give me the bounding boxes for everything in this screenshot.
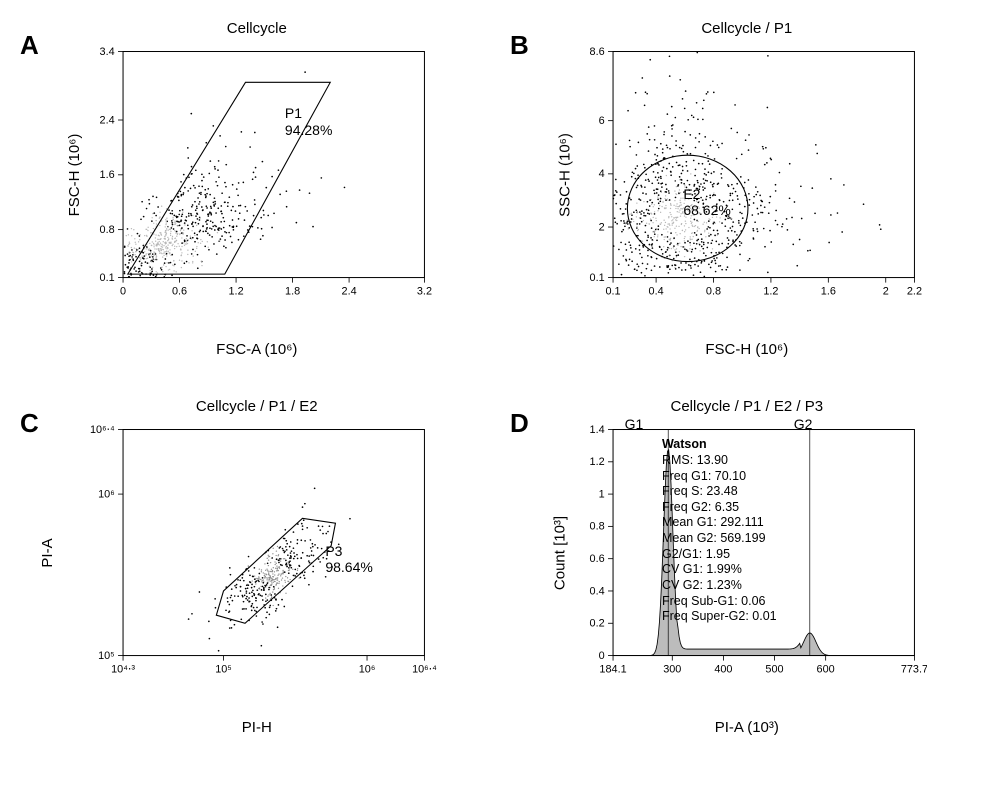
svg-text:8.6: 8.6	[589, 46, 604, 58]
plot-box-d: 184.1 300 400 500 600 773.7 0 0.2 0.4 0.6 0.8 1 1.2 1…	[566, 417, 928, 689]
gate-label-p1: P194.28%	[285, 105, 332, 137]
svg-text:1.4: 1.4	[589, 424, 604, 436]
svg-text:1.8: 1.8	[285, 285, 300, 297]
svg-text:0.2: 0.2	[589, 618, 604, 630]
ylabel-b: SSC-H (10⁶)	[556, 133, 573, 217]
figure-grid: A Cellcycle 0 0.6 1.2 1.8 2.4 3.2 0.1 0.8 1.6 2.4…	[20, 20, 980, 736]
svg-text:1.2: 1.2	[228, 285, 243, 297]
plot-title-b: Cellcycle / P1	[701, 20, 792, 37]
svg-text:10⁶⋅⁴: 10⁶⋅⁴	[90, 424, 115, 436]
gate-label-p3: P398.64%	[325, 543, 372, 575]
panel-letter-d: D	[510, 408, 529, 439]
svg-text:3.2: 3.2	[417, 285, 432, 297]
svg-text:0.1: 0.1	[589, 272, 604, 284]
svg-text:0.8: 0.8	[706, 285, 721, 297]
svg-text:1.2: 1.2	[589, 456, 604, 468]
panel-c: C Cellcycle / P1 / E2 10⁴⋅³10⁵10⁶10⁶⋅⁴10…	[20, 398, 490, 736]
svg-text:0: 0	[598, 650, 604, 662]
ylabel-d: Count [10³]	[551, 516, 568, 590]
svg-text:0.6: 0.6	[172, 285, 187, 297]
scatter-plot-b: 0.1 0.4 0.8 1.2 1.6 2 2.2 0.1 2 4 6 8.6	[567, 40, 927, 310]
plot-box-b: 0.10.40.81.21.622.20.12468.6 SSC-H (10⁶)…	[566, 39, 928, 311]
svg-text:0.1: 0.1	[605, 285, 620, 297]
svg-text:10⁶: 10⁶	[98, 488, 115, 500]
svg-text:773.7: 773.7	[901, 663, 927, 675]
plot-wrap-b: Cellcycle / P1 0.1 0.4 0.8 1.2 1.6 2 2.2 0.1 2 4 6…	[537, 20, 957, 358]
peak-label-g2: G2	[794, 416, 813, 432]
svg-text:500: 500	[765, 663, 783, 675]
panel-a: A Cellcycle 0 0.6 1.2 1.8 2.4 3.2 0.1 0.8 1.6 2.4…	[20, 20, 490, 358]
scatter-plot-c: 10⁴⋅³10⁵10⁶10⁶⋅⁴10⁵10⁶10⁶⋅⁴	[77, 418, 437, 688]
svg-text:400: 400	[714, 663, 732, 675]
svg-text:0.8: 0.8	[589, 521, 604, 533]
svg-text:10⁴⋅³: 10⁴⋅³	[111, 663, 135, 675]
svg-text:10⁵: 10⁵	[215, 663, 232, 675]
svg-text:1: 1	[598, 488, 604, 500]
svg-text:0.8: 0.8	[99, 224, 114, 236]
plot-title-d: Cellcycle / P1 / E2 / P3	[670, 398, 823, 415]
plot-wrap-d: Cellcycle / P1 / E2 / P3 184.1 300 400 500 6…	[537, 398, 957, 736]
svg-text:1.6: 1.6	[821, 285, 836, 297]
watson-stats: WatsonRMS: 13.90Freq G1: 70.10Freq S: 23…	[662, 437, 777, 625]
panel-d: D Cellcycle / P1 / E2 / P3 184.1 300 400 50…	[510, 398, 980, 736]
svg-text:2.4: 2.4	[99, 114, 114, 126]
svg-text:0.4: 0.4	[648, 285, 663, 297]
svg-text:3.4: 3.4	[99, 46, 114, 58]
plot-title-a: Cellcycle	[227, 20, 287, 37]
svg-text:1.2: 1.2	[763, 285, 778, 297]
svg-text:184.1: 184.1	[599, 663, 626, 675]
svg-text:300: 300	[663, 663, 681, 675]
svg-text:10⁶⋅⁴: 10⁶⋅⁴	[412, 663, 437, 675]
svg-text:4: 4	[598, 168, 604, 180]
xlabel-c: PI-H	[242, 719, 272, 736]
panel-letter-a: A	[20, 30, 39, 61]
svg-text:0: 0	[120, 285, 126, 297]
svg-text:0.1: 0.1	[99, 272, 114, 284]
svg-text:10⁶: 10⁶	[359, 663, 376, 675]
svg-text:2.4: 2.4	[341, 285, 356, 297]
plot-wrap-a: Cellcycle 0 0.6 1.2 1.8 2.4 3.2 0.1 0.8 1.6 2.4 3.…	[47, 20, 467, 358]
ylabel-a: FSC-H (10⁶)	[66, 134, 83, 217]
svg-text:6: 6	[598, 115, 604, 127]
panel-b: B Cellcycle / P1 0.1 0.4 0.8 1.2 1.6 2 2.2 0.1 2…	[510, 20, 980, 358]
svg-text:0.4: 0.4	[589, 585, 604, 597]
xlabel-a: FSC-A (10⁶)	[216, 341, 297, 358]
xlabel-b: FSC-H (10⁶)	[705, 341, 788, 358]
plot-title-c: Cellcycle / P1 / E2	[196, 398, 318, 415]
svg-text:10⁵: 10⁵	[98, 650, 115, 662]
panel-letter-b: B	[510, 30, 529, 61]
scatter-plot-a: 0 0.6 1.2 1.8 2.4 3.2 0.1 0.8 1.6 2.4 3.4	[77, 40, 437, 310]
svg-text:2: 2	[882, 285, 888, 297]
svg-text:2.2: 2.2	[907, 285, 922, 297]
plot-box-c: 10⁴⋅³10⁵10⁶10⁶⋅⁴10⁵10⁶10⁶⋅⁴ PI-A P398.64…	[76, 417, 438, 689]
svg-text:0.6: 0.6	[589, 553, 604, 565]
svg-text:2: 2	[598, 221, 604, 233]
svg-text:600: 600	[816, 663, 834, 675]
svg-text:1.6: 1.6	[99, 169, 114, 181]
peak-label-g1: G1	[625, 416, 644, 432]
plot-box-a: 00.61.21.82.43.20.10.81.62.43.4 FSC-H (1…	[76, 39, 438, 311]
gate-label-e2: E268.62%	[683, 186, 730, 218]
panel-letter-c: C	[20, 408, 39, 439]
xlabel-d: PI-A (10³)	[715, 719, 779, 736]
plot-wrap-c: Cellcycle / P1 / E2 10⁴⋅³10⁵10⁶10⁶⋅⁴10⁵1…	[47, 398, 467, 736]
ylabel-c: PI-A	[39, 538, 56, 567]
